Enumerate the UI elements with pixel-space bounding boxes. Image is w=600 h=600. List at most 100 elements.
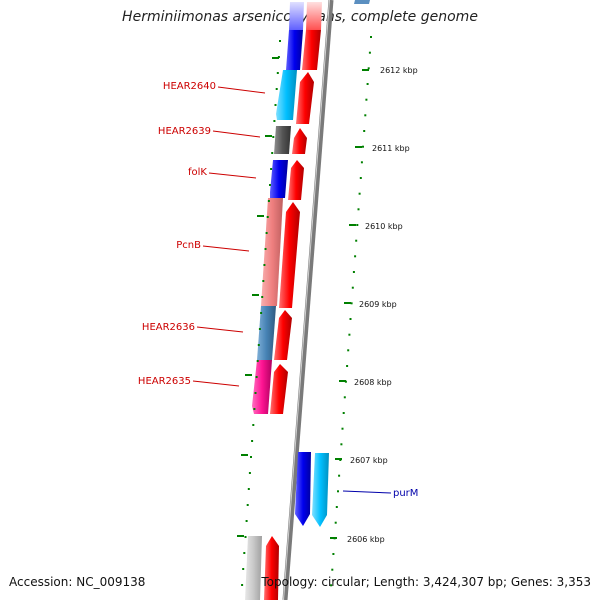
leader-folk [208,172,257,179]
leader-hear2640 [217,86,266,94]
scale-dot [338,474,341,477]
scale-dot [335,506,338,508]
kbp-label-2607: 2607 kbp [350,456,388,465]
gene-hear2636 [257,306,276,360]
scale-dot [359,177,362,179]
leader-hear2636 [196,326,244,333]
scale-dot [246,504,249,506]
scale-dot [334,521,337,524]
gene-red-7 [270,364,288,414]
kbp-tick-2608 [339,380,346,382]
gene-red-4 [288,160,304,200]
genome-summary-text: Topology: circular; Length: 3,424,307 bp… [261,575,591,589]
kbp-label-2610: 2610 kbp [365,222,403,231]
gene-red-top [302,30,321,70]
label-hear2636: HEAR2636 [142,322,195,333]
leader-hear2639 [212,130,261,138]
leader-hear2635 [192,380,240,387]
scale-dot [364,114,367,117]
scale-dot [363,130,366,132]
scale-dot [241,584,244,586]
kbp-scale: 2612 kbp 2611 kbp 2610 kbp 2609 kbp 2608… [330,66,418,544]
scale-dot [250,456,252,458]
scale-dot [357,208,360,211]
gene-red-3 [292,128,307,154]
scale-dot [257,344,260,346]
scale-dot [265,232,268,234]
gene-red-2 [296,72,314,124]
scale-dot [332,553,335,555]
scale-dot [270,168,273,170]
accession-text: Accession: NC_009138 [9,575,146,589]
scale-dot [264,248,267,250]
gene-folk [270,160,288,198]
scale-dot [279,40,281,42]
gene-faded-top-red [306,2,322,30]
scale-dot [267,200,270,202]
kbp-tick-2610 [349,224,356,226]
scale-dot [343,396,346,399]
gene-faded-top-blue [289,2,304,30]
scale-dot [247,488,250,490]
label-hear2640: HEAR2640 [163,81,216,92]
scale-dot [355,239,358,242]
scale-dot [330,584,333,587]
gene-blue-top [286,30,303,70]
leader-pcnb [202,245,250,252]
scale-dot [263,264,266,266]
scale-dot [340,443,343,446]
kbp-label-2612: 2612 kbp [380,66,418,75]
scale-dot [261,296,264,298]
gene-blue-right [295,452,311,526]
kbp-label-2609: 2609 kbp [359,300,397,309]
scale-dot [360,161,363,164]
scale-dot [354,255,357,258]
label-purm: purM [393,488,418,499]
scale-dot [331,568,334,571]
gene-pcnb [261,198,283,306]
chromosome-backbone-highlight [283,0,330,600]
scale-dot [351,286,354,289]
gene-red-6 [274,310,292,360]
scale-dot [341,427,344,430]
scale-dot [342,412,345,414]
scale-dot [370,36,372,38]
scale-dot [349,318,352,320]
gene-hear2635 [252,360,272,414]
scale-dot [274,104,277,106]
scale-dot [347,349,350,352]
gene-lightgray-bottom [245,536,262,600]
scale-dot [352,271,355,273]
gene-labels: HEAR2640 HEAR2639 folK PcnB HEAR2636 HEA… [138,81,419,499]
scale-dot [356,224,359,226]
scale-dot [362,145,364,148]
label-folk: folK [188,167,207,178]
scale-dot [337,490,339,493]
gene-hear2640 [276,70,297,120]
chromosome-backbone [282,0,334,600]
kbp-label-2611: 2611 kbp [372,144,410,153]
scale-dot [242,568,245,570]
gene-hear2639 [274,126,291,154]
kbp-label-2606: 2606 kbp [347,535,385,544]
scale-dot [273,120,276,122]
label-hear2635: HEAR2635 [138,376,191,387]
scale-dot [367,67,370,70]
gene-purm [312,453,329,527]
kbp-tick-2607 [335,458,342,460]
scale-dot [350,302,353,305]
scale-dot [251,440,254,442]
scale-dot [245,520,248,522]
scale-dot [348,333,351,336]
scale-dots [330,36,372,587]
gene-fragment-top-right [354,0,370,4]
scale-dot [368,51,371,54]
scale-dot [243,552,246,554]
scale-dot [256,360,259,362]
scale-dot [254,392,257,394]
scale-dot [275,88,278,90]
label-hear2639: HEAR2639 [158,126,211,137]
label-pcnb: PcnB [176,240,201,251]
scale-dot [346,365,349,367]
